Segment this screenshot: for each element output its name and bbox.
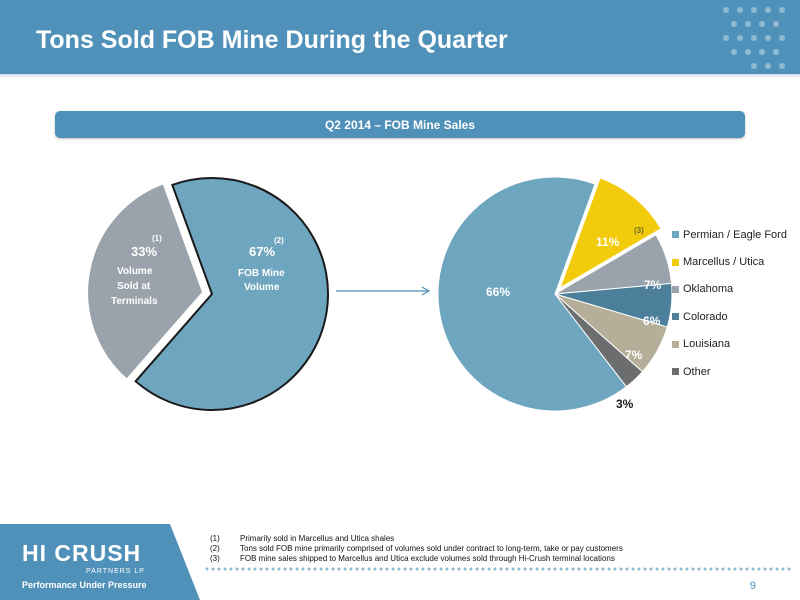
legend-label: Other — [683, 365, 711, 378]
arrow-connector — [336, 286, 431, 296]
pie-data-label: 11% — [596, 235, 620, 249]
footnote-number: (2) — [210, 544, 220, 553]
footnote-text: Tons sold FOB mine primarily comprised o… — [240, 544, 623, 553]
left-note-2: (2) — [274, 236, 284, 245]
left-label-line: Terminals — [111, 296, 158, 307]
right-pie-legend: Permian / Eagle Ford Marcellus / Utica Okl… — [672, 221, 787, 385]
legend-label: Marcellus / Utica — [683, 256, 765, 269]
legend-item: Oklahoma — [672, 276, 787, 303]
left-label-line: Sold at — [117, 281, 151, 292]
right-note-3: (3) — [634, 226, 644, 235]
footnote: (3) FOB mine sales shipped to Marcellus … — [210, 554, 623, 564]
banner-label: Q2 2014 – FOB Mine Sales — [324, 117, 476, 132]
company-logo-sub: PARTNERS LP — [86, 568, 145, 575]
legend-label: Colorado — [683, 310, 728, 323]
legend-swatch — [672, 285, 679, 293]
legend-label: Louisiana — [683, 338, 731, 351]
decorative-dots — [723, 7, 785, 69]
left-label-line: Volume — [117, 266, 153, 277]
legend-item: Colorado — [672, 303, 787, 330]
footer-logo-block: HI CRUSH PARTNERS LP Performance Under P… — [0, 524, 200, 600]
legend-item: Other — [672, 358, 787, 385]
legend-item: Marcellus / Utica — [672, 248, 787, 275]
left-note-1: (1) — [152, 234, 162, 243]
legend-swatch — [672, 231, 679, 239]
left-pie-slice-terminals — [86, 182, 205, 382]
footnote-number: (1) — [210, 534, 220, 543]
left-label-line: FOB Mine — [238, 268, 285, 279]
legend-swatch — [672, 368, 679, 376]
legend-label: Oklahoma — [683, 283, 734, 296]
right-pie: 66% 11% 7% 6% 7% 3% — [437, 176, 673, 412]
pie-data-label: 3% — [616, 397, 634, 411]
left-label-line: Volume — [244, 282, 280, 293]
pie-slice-permian-eagle-ford — [437, 176, 628, 412]
left-pie — [86, 177, 329, 411]
footnote-number: (3) — [210, 554, 220, 563]
legend-item: Louisiana — [672, 331, 787, 358]
footnote: (2) Tons sold FOB mine primarily compris… — [210, 544, 623, 554]
footnote-text: Primarily sold in Marcellus and Utica sh… — [240, 534, 395, 543]
page-number: 9 — [749, 580, 756, 592]
footer: HI CRUSH PARTNERS LP Performance Under P… — [0, 524, 800, 600]
pie-data-label: 7% — [644, 278, 662, 292]
legend-swatch — [672, 313, 679, 321]
left-percent-fob: 67% — [249, 244, 275, 259]
footnote-text: FOB mine sales shipped to Marcellus and … — [240, 554, 615, 563]
legend-item: Permian / Eagle Ford — [672, 221, 787, 248]
left-percent-terminals: 33% — [131, 244, 157, 259]
pie-data-label: 6% — [643, 314, 661, 328]
footer-dotted-line — [205, 567, 795, 571]
pie-data-label: 66% — [486, 285, 510, 299]
footnotes: (1) Primarily sold in Marcellus and Utic… — [210, 534, 623, 564]
page-title: Tons Sold FOB Mine During the Quarter — [36, 26, 508, 54]
pie-slice-marcellus-utica — [559, 177, 662, 289]
legend-swatch — [672, 258, 679, 266]
header-shadow — [0, 74, 800, 78]
left-pie-slice-fob-mine — [134, 177, 329, 411]
footnote: (1) Primarily sold in Marcellus and Utic… — [210, 534, 623, 544]
header-bar: Tons Sold FOB Mine During the Quarter — [0, 0, 800, 74]
legend-label: Permian / Eagle Ford — [683, 228, 787, 241]
company-logo: HI CRUSH — [22, 540, 142, 566]
pie-data-label: 7% — [625, 348, 643, 362]
legend-swatch — [672, 340, 679, 348]
company-tagline: Performance Under Pressure — [22, 580, 147, 590]
chart-banner: Q2 2014 – FOB Mine Sales — [55, 111, 745, 138]
pie-slice-other — [554, 293, 644, 388]
